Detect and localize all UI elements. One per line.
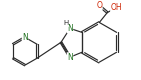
- Text: O: O: [96, 1, 102, 10]
- Text: N: N: [67, 53, 73, 62]
- Text: H: H: [63, 20, 69, 26]
- Text: N: N: [22, 33, 28, 42]
- Text: N: N: [67, 24, 73, 33]
- Text: OH: OH: [111, 3, 122, 12]
